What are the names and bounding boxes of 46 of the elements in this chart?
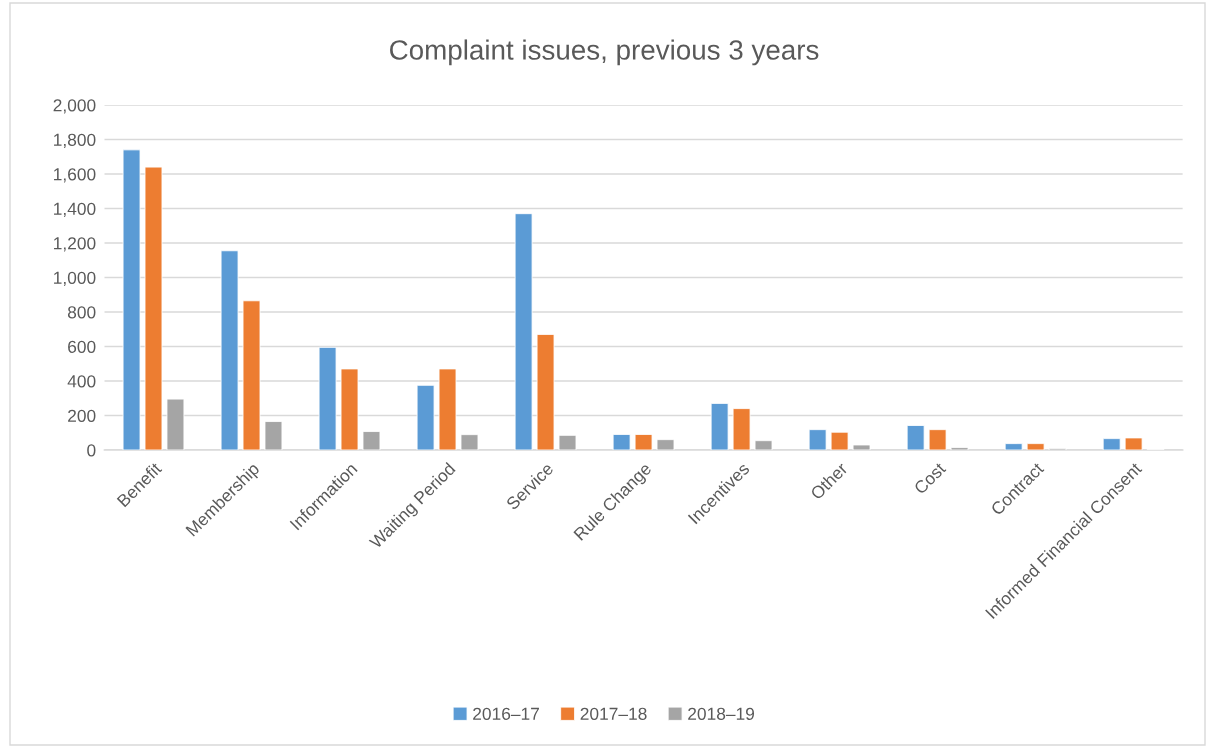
- bar: [906, 425, 925, 450]
- y-tick-label: 1,400: [54, 202, 96, 218]
- bar: [536, 334, 555, 450]
- y-tick-label: 1,600: [54, 168, 96, 183]
- bar: [950, 447, 969, 450]
- bar: [416, 384, 435, 450]
- bar: [220, 250, 239, 450]
- bar: [514, 213, 533, 450]
- bar: [264, 421, 283, 450]
- bar: [656, 439, 675, 450]
- legend-label: 2018–19: [688, 707, 755, 720]
- bar: [732, 408, 751, 450]
- bar: [612, 434, 631, 450]
- y-tick-label: 0: [87, 444, 96, 457]
- y-tick-label: 600: [68, 340, 96, 353]
- bar: [144, 166, 163, 450]
- bar: [318, 346, 337, 450]
- y-tick-label: 800: [67, 306, 96, 319]
- y-tick-label: 2,000: [53, 99, 96, 114]
- bar: [460, 434, 479, 450]
- bar: [852, 444, 871, 450]
- bar: [1004, 443, 1023, 450]
- bar: [1124, 437, 1143, 450]
- y-tick-label: 200: [68, 409, 96, 422]
- bar: [928, 429, 947, 450]
- y-tick-label: 1,800: [54, 133, 96, 149]
- bar: [558, 434, 577, 450]
- bar: [634, 434, 653, 450]
- bar: [438, 368, 457, 450]
- bar: [1026, 443, 1045, 450]
- legend-label: 2016–17: [473, 707, 539, 720]
- bar: [242, 300, 261, 450]
- bar: [754, 440, 773, 450]
- bar: [340, 368, 359, 450]
- bar: [166, 398, 185, 450]
- y-tick-label: 1,200: [54, 237, 96, 252]
- chart-title: Complaint issues, previous 3 years: [390, 39, 819, 66]
- y-tick-label: 400: [67, 375, 96, 388]
- bar: [830, 431, 849, 450]
- y-tick-label: 1,000: [54, 271, 96, 287]
- bar: [362, 431, 381, 450]
- legend-label: 2017–18: [580, 707, 647, 720]
- bar: [808, 429, 827, 450]
- bar: [710, 403, 729, 450]
- bar: [1102, 438, 1121, 450]
- bar: [122, 149, 141, 450]
